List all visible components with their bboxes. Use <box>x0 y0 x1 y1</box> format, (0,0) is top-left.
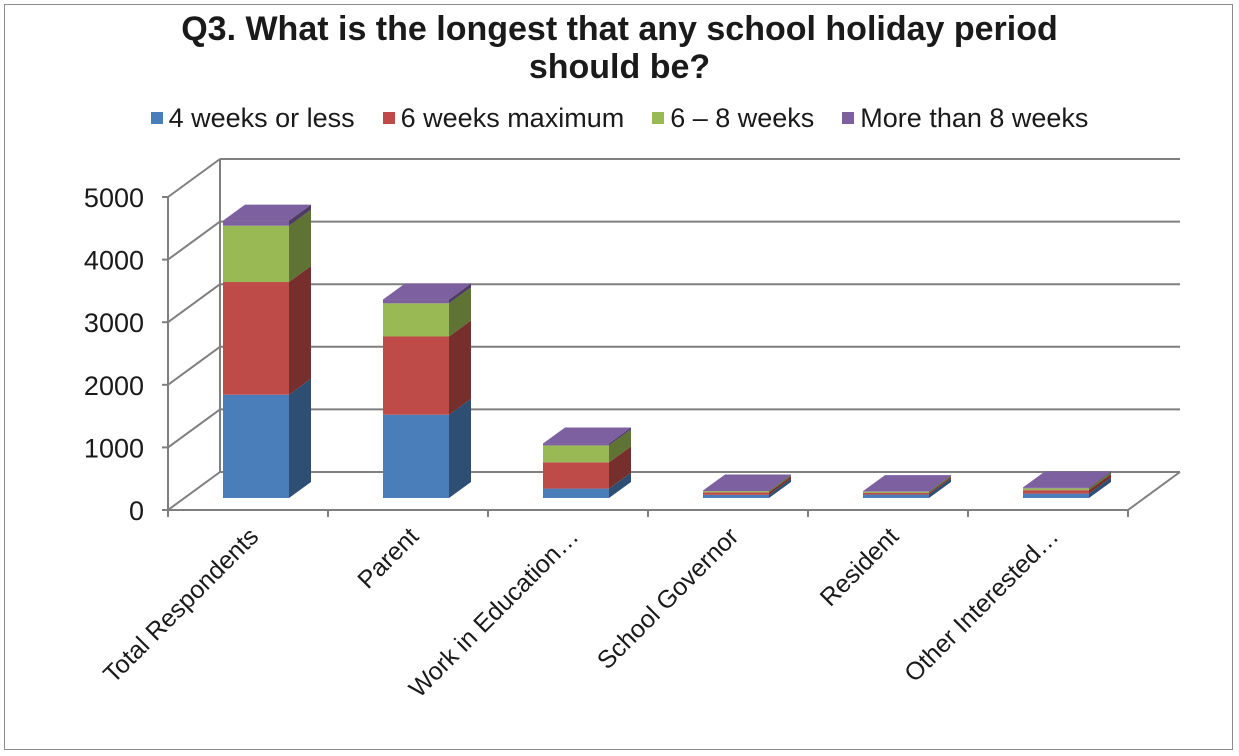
bar-top-face <box>383 283 471 300</box>
bar-segment <box>383 336 449 415</box>
bar-segment <box>1023 493 1089 498</box>
category-label: Resident <box>815 522 905 612</box>
bar-segment-side <box>769 478 791 498</box>
floor-right-edge <box>1127 471 1181 511</box>
bar-segment <box>863 494 929 498</box>
bar-segment-side <box>769 476 791 495</box>
legend-label-6-8-weeks: 6 – 8 weeks <box>670 102 815 133</box>
legend-swatch-6-weeks <box>382 112 395 124</box>
bar-segment <box>223 220 289 226</box>
legend-swatch-6-8-weeks <box>652 112 665 124</box>
chart-title-line-2: should be? <box>528 48 711 86</box>
legend-label-6-weeks: 6 weeks maximum <box>400 102 625 133</box>
bar-segment-side <box>929 475 951 493</box>
bar-segment <box>703 490 769 492</box>
bar-segment-side <box>449 320 471 415</box>
bar-segment <box>543 445 609 463</box>
bar-segment <box>223 394 289 498</box>
bar-segment-side <box>1089 471 1111 489</box>
legend-item-6-8-weeks: 6 – 8 weeks <box>652 103 814 134</box>
category-label: Parent <box>352 522 424 594</box>
bar-top-face <box>703 474 791 491</box>
chart-title-line-1: Q3. What is the longest that any school … <box>181 10 1058 48</box>
y-tick-label: 5000 <box>84 183 144 213</box>
bar-segment <box>703 494 769 498</box>
bar-top-face <box>223 204 311 221</box>
bar-segment <box>1023 488 1089 491</box>
gridline-side <box>167 283 221 324</box>
bar-segment-side <box>929 475 951 492</box>
bar-top-face <box>543 427 631 444</box>
legend-label-4-weeks: 4 weeks or less <box>168 102 355 133</box>
bar-segment <box>1023 487 1089 489</box>
bar-segment-side <box>449 287 471 337</box>
bar-segment <box>863 491 929 492</box>
bar-segment-side <box>929 476 951 495</box>
y-tick-label: 1000 <box>84 433 144 463</box>
category-label: Work in Education… <box>404 522 585 703</box>
bar-segment-side <box>609 429 631 463</box>
bar-segment <box>543 462 609 489</box>
y-tick-label: 2000 <box>84 371 144 401</box>
bar-segment-side <box>1089 477 1111 498</box>
bar-segment <box>383 299 449 304</box>
bar-segment <box>223 282 289 395</box>
legend-item-6-weeks: 6 weeks maximum <box>382 102 625 134</box>
bar-segment-side <box>449 398 471 498</box>
bar-segment-side <box>1089 474 1111 494</box>
y-tick-label: 0 <box>129 496 144 526</box>
chart-title: Q3. What is the longest that any school … <box>0 10 1239 86</box>
bar-segment-side <box>449 283 471 304</box>
bar-segment <box>383 303 449 337</box>
gridline-side <box>167 408 221 449</box>
bar-segment-side <box>609 427 631 446</box>
gridline-side <box>167 471 221 511</box>
category-label: Total Respondents <box>98 522 264 688</box>
bar-segment-side <box>769 475 791 493</box>
bar-segment <box>543 443 609 446</box>
legend-item-more-than-8-weeks: More than 8 weeks <box>842 103 1088 134</box>
bar-segment <box>383 414 449 498</box>
bar-segment-side <box>289 209 311 283</box>
chart-frame <box>4 4 1233 750</box>
bar-segment-side <box>609 446 631 489</box>
bar-top-face <box>1023 471 1111 488</box>
bar-segment-side <box>929 478 951 498</box>
bar-segment-side <box>609 472 631 498</box>
bar-segment-side <box>769 474 791 492</box>
y-tick-label: 4000 <box>84 246 144 276</box>
bar-segment <box>703 492 769 495</box>
gridline-side <box>167 345 221 386</box>
category-label: Other Interested… <box>899 522 1064 687</box>
bar-segment <box>223 225 289 283</box>
legend-swatch-more-than-8-weeks <box>842 112 855 124</box>
category-label: School Governor <box>592 522 744 674</box>
bar-segment <box>863 492 929 495</box>
y-tick-label: 3000 <box>84 308 144 338</box>
bar-segment <box>863 491 929 493</box>
bar-segment <box>703 491 769 493</box>
chart-legend: 4 weeks or less 6 weeks maximum 6 – 8 we… <box>0 100 1239 136</box>
bar-segment-side <box>289 266 311 395</box>
legend-item-4-weeks: 4 weeks or less <box>150 102 355 134</box>
bar-top-face <box>863 475 951 492</box>
legend-label-more-than-8-weeks: More than 8 weeks <box>860 102 1089 133</box>
bar-segment <box>1023 490 1089 494</box>
gridline-side <box>167 220 221 261</box>
gridline-side <box>167 158 221 198</box>
bar-segment-side <box>289 204 311 226</box>
legend-swatch-4-weeks <box>150 112 163 124</box>
bar-segment <box>543 488 609 498</box>
bar-segment-side <box>289 378 311 498</box>
bar-segment-side <box>1089 472 1111 491</box>
